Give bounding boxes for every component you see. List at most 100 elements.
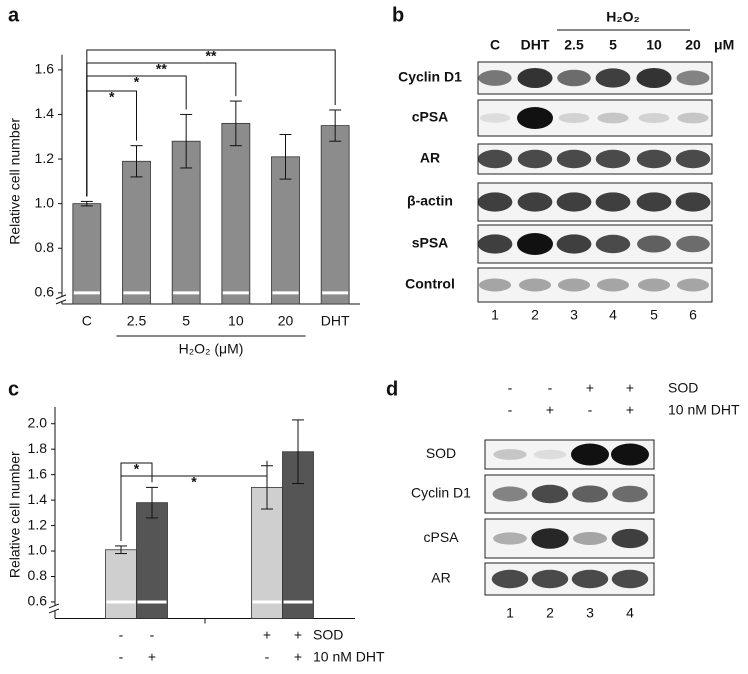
band [676, 235, 710, 253]
error-bar [115, 545, 127, 555]
blot-row-label: cPSA [423, 529, 459, 545]
condition-name: 10 nM DHT [313, 649, 385, 665]
bar [105, 549, 137, 619]
y-axis-label: Relative cell number [7, 451, 23, 578]
band [611, 569, 649, 589]
panel-letter: b [392, 4, 404, 26]
bar [271, 156, 300, 305]
condition-mark: + [263, 627, 271, 643]
group-label: H₂O₂ (μM) [179, 341, 244, 357]
significance-label: * [134, 74, 140, 90]
y-tick-label: 0.6 [35, 284, 55, 300]
lane-number: 1 [491, 307, 499, 323]
y-tick-label: 1.8 [28, 440, 48, 456]
band [595, 234, 631, 254]
band [531, 528, 569, 549]
bar [72, 203, 102, 305]
blot-box [477, 99, 713, 137]
unit-label: μM [714, 37, 734, 53]
band [558, 112, 590, 124]
band [636, 192, 672, 212]
band [556, 192, 592, 212]
band [572, 485, 608, 503]
lane-number: 2 [531, 307, 539, 323]
band [531, 569, 569, 589]
band [531, 484, 569, 504]
error-bar [130, 145, 143, 178]
band [571, 569, 609, 589]
blot-row-label: β-actin [407, 193, 453, 209]
blot-box [477, 267, 713, 303]
lane-label: DHT [521, 37, 550, 53]
y-tick-label: 1.6 [35, 61, 55, 77]
lane-number: 4 [626, 605, 634, 621]
y-tick-label: 0.8 [35, 239, 55, 255]
condition-mark: - [119, 627, 124, 643]
band [478, 70, 512, 86]
band [571, 443, 609, 466]
band [637, 235, 671, 253]
lane-label: C [490, 37, 500, 53]
y-tick-label: 0.6 [28, 593, 48, 609]
significance-label: * [134, 461, 140, 477]
band [676, 70, 710, 86]
band [492, 486, 528, 502]
band [493, 532, 527, 545]
blot-row-label: SOD [426, 445, 456, 461]
lane-number: 6 [689, 307, 697, 323]
band [596, 278, 630, 292]
blot-row-label: AR [420, 150, 440, 166]
band [533, 449, 567, 460]
band [636, 68, 672, 88]
y-tick-label: 0.8 [28, 567, 48, 583]
band [556, 234, 592, 254]
lane-number: 4 [609, 307, 617, 323]
x-tick-label: 5 [182, 313, 190, 329]
band [517, 68, 553, 88]
lane-label: 2.5 [564, 37, 584, 53]
error-bar [146, 486, 158, 519]
band [477, 234, 513, 254]
error-bar [279, 134, 292, 180]
band [597, 112, 629, 124]
band [478, 278, 512, 292]
band [491, 569, 529, 589]
band [611, 528, 649, 549]
band [556, 149, 592, 169]
axis-break [55, 294, 67, 300]
bar [136, 502, 168, 619]
lane-number: 5 [650, 307, 658, 323]
band [638, 112, 670, 124]
blot-row-label: AR [431, 570, 450, 586]
condition-mark: - [119, 649, 124, 665]
y-axis-label: Relative cell number [7, 118, 23, 245]
blot-row-label: cPSA [412, 109, 449, 125]
error-bar [329, 109, 342, 142]
band [493, 449, 527, 460]
significance-bracket [86, 90, 137, 197]
band [677, 112, 709, 124]
blot-box [477, 61, 713, 95]
band [611, 443, 649, 466]
band [675, 149, 711, 169]
condition-mark: - [548, 380, 553, 396]
y-tick-label: 1.4 [28, 491, 48, 507]
condition-mark: - [150, 627, 155, 643]
significance-label: ** [156, 61, 167, 77]
panel-letter: c [8, 378, 19, 400]
band [612, 485, 648, 503]
error-bar [180, 113, 193, 169]
bar [320, 125, 350, 305]
condition-mark: - [588, 402, 593, 418]
axis-break [48, 603, 60, 609]
x-tick-label: 20 [278, 313, 294, 329]
significance-bracket [120, 460, 268, 541]
condition-mark: - [265, 649, 270, 665]
band [518, 278, 552, 292]
band [479, 113, 511, 123]
y-tick-label: 1.4 [35, 105, 55, 121]
x-tick-label: 10 [228, 313, 244, 329]
band [572, 532, 608, 545]
error-bar [229, 100, 242, 147]
significance-label: * [109, 89, 115, 105]
